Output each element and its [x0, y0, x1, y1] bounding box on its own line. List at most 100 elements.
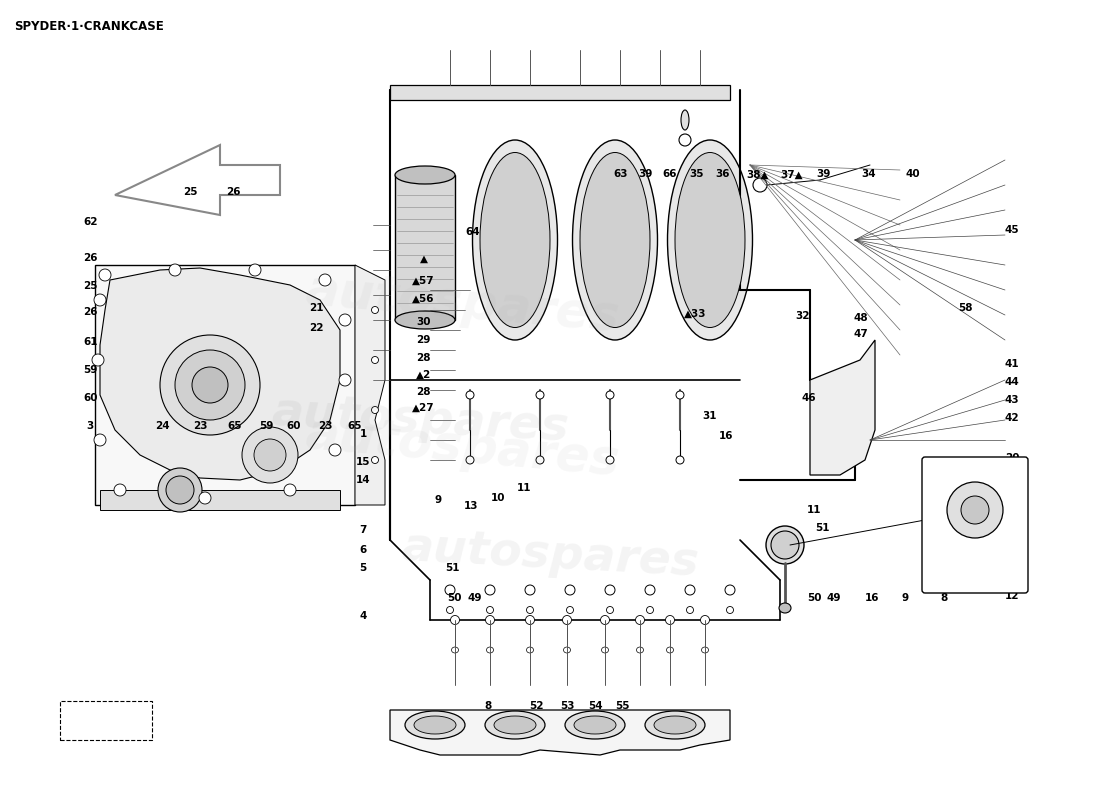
Ellipse shape	[414, 716, 456, 734]
Circle shape	[254, 439, 286, 471]
Text: 9: 9	[902, 593, 909, 602]
Ellipse shape	[602, 647, 608, 653]
Circle shape	[175, 350, 245, 420]
Ellipse shape	[372, 357, 378, 363]
Ellipse shape	[574, 716, 616, 734]
FancyBboxPatch shape	[922, 457, 1028, 593]
Ellipse shape	[667, 647, 673, 653]
Ellipse shape	[606, 391, 614, 399]
Text: 23: 23	[192, 422, 208, 431]
Text: 35: 35	[689, 170, 704, 179]
Text: 46: 46	[801, 394, 816, 403]
Text: ▲57: ▲57	[412, 276, 434, 286]
Ellipse shape	[466, 391, 474, 399]
Polygon shape	[395, 175, 455, 320]
Circle shape	[284, 484, 296, 496]
Ellipse shape	[566, 606, 573, 614]
Text: autospares: autospares	[271, 390, 570, 450]
Ellipse shape	[676, 391, 684, 399]
Ellipse shape	[779, 603, 791, 613]
Ellipse shape	[725, 585, 735, 595]
Ellipse shape	[645, 711, 705, 739]
Text: 8: 8	[940, 593, 947, 602]
Ellipse shape	[372, 457, 378, 463]
Circle shape	[169, 264, 182, 276]
Circle shape	[339, 314, 351, 326]
Text: ▲56: ▲56	[412, 294, 434, 303]
Text: 49: 49	[826, 593, 842, 602]
Text: 44: 44	[1004, 377, 1020, 386]
FancyBboxPatch shape	[60, 701, 152, 740]
Circle shape	[114, 484, 126, 496]
Ellipse shape	[606, 456, 614, 464]
Ellipse shape	[685, 585, 695, 595]
Text: 12: 12	[1004, 591, 1020, 601]
Text: 4: 4	[360, 611, 366, 621]
Text: 62: 62	[82, 218, 98, 227]
Text: 60: 60	[82, 394, 98, 403]
Ellipse shape	[637, 647, 644, 653]
Ellipse shape	[726, 606, 734, 614]
Text: 10: 10	[491, 493, 506, 502]
Text: 26: 26	[82, 307, 98, 317]
Circle shape	[961, 496, 989, 524]
Ellipse shape	[681, 110, 689, 130]
Text: 28: 28	[416, 387, 431, 397]
Text: 50: 50	[447, 593, 462, 602]
Text: 65: 65	[346, 422, 362, 431]
Text: 37▲: 37▲	[781, 170, 803, 179]
Circle shape	[158, 468, 202, 512]
Text: 53: 53	[560, 701, 575, 710]
Text: ▲: ▲	[419, 254, 428, 263]
Ellipse shape	[485, 711, 544, 739]
Text: 58: 58	[958, 303, 974, 313]
Polygon shape	[390, 710, 730, 755]
Ellipse shape	[702, 647, 708, 653]
Ellipse shape	[606, 606, 614, 614]
Circle shape	[99, 269, 111, 281]
Text: 30: 30	[416, 318, 431, 327]
Text: 16: 16	[718, 431, 734, 441]
Text: 22: 22	[309, 323, 324, 333]
Text: ▲ = 1: ▲ = 1	[89, 715, 122, 725]
Text: 1: 1	[360, 430, 366, 439]
Circle shape	[339, 374, 351, 386]
Circle shape	[192, 367, 228, 403]
Polygon shape	[355, 265, 385, 505]
Circle shape	[94, 294, 106, 306]
Circle shape	[199, 492, 211, 504]
Circle shape	[166, 476, 194, 504]
Text: 24: 24	[155, 422, 170, 431]
Text: 48: 48	[854, 313, 869, 322]
Text: 43: 43	[1004, 395, 1020, 405]
Ellipse shape	[527, 606, 534, 614]
Text: 32: 32	[1004, 493, 1020, 502]
Text: 36: 36	[715, 170, 730, 179]
Text: 26: 26	[226, 187, 241, 197]
Text: 15: 15	[355, 458, 371, 467]
Polygon shape	[100, 490, 340, 510]
Text: 63: 63	[613, 170, 628, 179]
Polygon shape	[390, 85, 730, 100]
Ellipse shape	[645, 585, 654, 595]
Ellipse shape	[486, 647, 494, 653]
Circle shape	[329, 444, 341, 456]
Text: 61: 61	[82, 338, 98, 347]
Ellipse shape	[480, 153, 550, 327]
Ellipse shape	[473, 140, 558, 340]
Text: 11: 11	[806, 506, 822, 515]
Text: 55: 55	[615, 701, 630, 710]
Polygon shape	[810, 340, 875, 475]
Ellipse shape	[395, 311, 455, 329]
Circle shape	[242, 427, 298, 483]
Ellipse shape	[486, 606, 494, 614]
Ellipse shape	[636, 615, 645, 625]
Polygon shape	[116, 145, 280, 215]
Text: 31: 31	[702, 411, 717, 421]
Ellipse shape	[601, 615, 609, 625]
Text: 39: 39	[816, 170, 832, 179]
Text: autospares: autospares	[400, 525, 700, 586]
Circle shape	[249, 264, 261, 276]
Text: 51: 51	[815, 523, 830, 533]
Ellipse shape	[372, 306, 378, 314]
